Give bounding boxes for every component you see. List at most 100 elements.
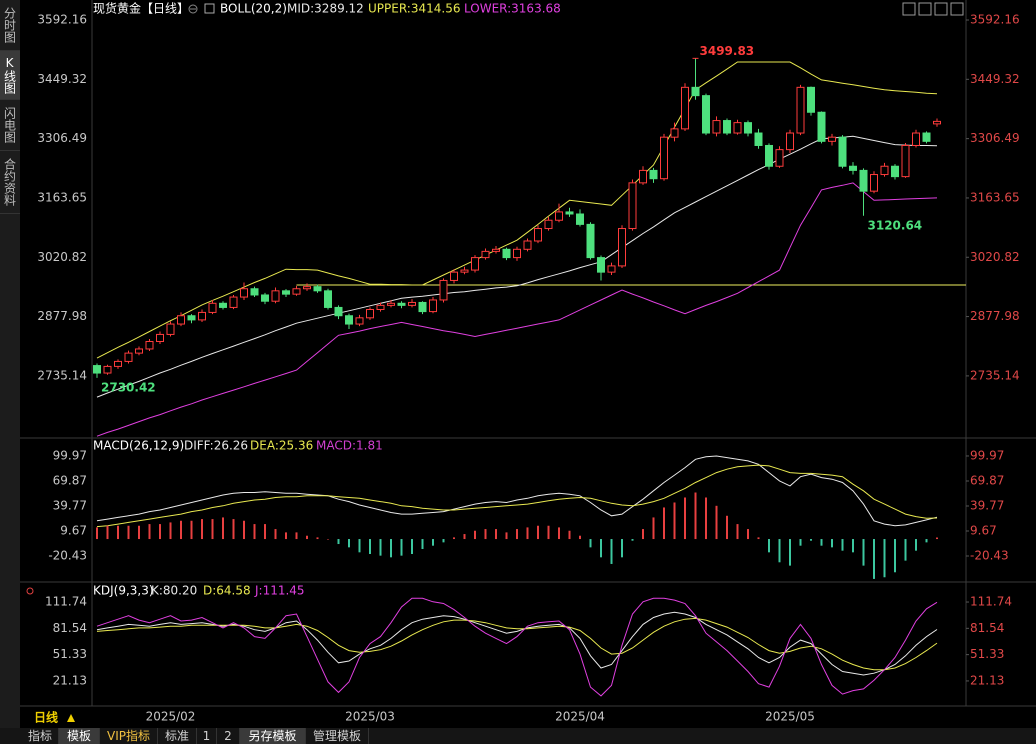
period-arrow[interactable]: [67, 714, 75, 722]
toolbar-button[interactable]: [918, 2, 932, 16]
candle-body: [313, 286, 322, 292]
legend-entry: DIFF:26.26: [184, 439, 248, 453]
candle-body: [681, 86, 689, 130]
histogram-bar: [810, 539, 812, 541]
histogram-bar: [453, 537, 455, 540]
sidebar-tab[interactable]: 合约资料: [0, 151, 20, 214]
series-line: [96, 182, 938, 437]
histogram-bar: [673, 502, 676, 540]
histogram-bar: [96, 527, 98, 540]
y-tick-label: 39.77: [53, 498, 87, 512]
tab[interactable]: 另存模板: [240, 728, 306, 744]
tab[interactable]: 模板: [59, 728, 100, 744]
candle-body: [198, 311, 206, 321]
histogram-bar: [904, 539, 907, 561]
candle-body: [786, 132, 794, 151]
tab[interactable]: 指标: [22, 728, 59, 744]
y-tick-label: 21.13: [53, 673, 87, 687]
y-tick-label: 9.67: [970, 524, 997, 538]
candle-body: [670, 128, 679, 138]
sidebar-tab[interactable]: K线图: [0, 51, 20, 100]
y-tick-label: 99.97: [970, 448, 1004, 462]
tab[interactable]: VIP指标: [100, 728, 158, 744]
histogram-bar: [852, 539, 854, 553]
histogram-bar: [201, 519, 203, 540]
candle-body: [240, 288, 248, 298]
candle-body: [838, 136, 847, 167]
candle-body: [765, 144, 773, 167]
toolbar-button[interactable]: [950, 2, 964, 16]
y-tick-label: 3163.65: [970, 190, 1020, 204]
y-tick-label: 3163.65: [37, 190, 87, 204]
y-tick-label: 39.77: [970, 498, 1004, 512]
y-tick-label: -20.43: [970, 549, 1009, 563]
histogram-bar: [442, 539, 445, 543]
candle-body: [271, 290, 280, 302]
candle-body: [754, 132, 763, 146]
histogram-bar: [264, 524, 266, 540]
collapse-icon[interactable]: [188, 4, 198, 14]
histogram-bar: [285, 532, 287, 540]
candle-body: [250, 288, 259, 296]
series-line: [96, 464, 938, 528]
toolbar-button[interactable]: [934, 2, 948, 16]
sidebar-tab[interactable]: 分时图: [0, 0, 20, 51]
candle-body: [292, 288, 301, 295]
sidebar-fill: [0, 214, 20, 728]
candle-body: [901, 144, 910, 178]
histogram-bar: [547, 525, 550, 540]
candle-body: [229, 296, 238, 308]
candle-body: [481, 250, 490, 259]
histogram-bar: [537, 525, 539, 540]
y-tick-label: 111.74: [45, 595, 87, 609]
candle-body: [922, 132, 931, 142]
histogram-bar: [862, 539, 865, 566]
candle-body: [702, 95, 710, 134]
panel-icon[interactable]: [26, 587, 34, 595]
candle-body: [208, 302, 217, 313]
legend-entry: DEA:25.36: [250, 439, 313, 453]
histogram-bar: [379, 539, 382, 556]
candle-body: [408, 301, 416, 306]
period-label[interactable]: 日线: [34, 710, 58, 725]
y-tick-label: 3020.82: [970, 250, 1020, 264]
tab[interactable]: 1: [197, 728, 217, 744]
sidebar-tab[interactable]: 闪电图: [0, 100, 20, 151]
histogram-bar: [127, 525, 130, 540]
candle-body: [418, 301, 427, 313]
histogram-bar: [495, 529, 497, 540]
histogram-bar: [894, 539, 896, 573]
tab[interactable]: 2: [217, 728, 240, 744]
histogram-bar: [138, 525, 140, 540]
histogram-bar: [579, 535, 581, 540]
candle-body: [639, 169, 647, 184]
histogram-bar: [400, 539, 403, 556]
histogram-bar: [757, 537, 760, 540]
histogram-bar: [390, 539, 392, 558]
x-tick-label: 2025/03: [345, 710, 395, 724]
candle-body: [376, 304, 385, 311]
histogram-bar: [925, 539, 928, 543]
y-tick-label: 2877.98: [970, 309, 1020, 323]
histogram-bar: [463, 534, 466, 540]
toolbar-button[interactable]: [902, 2, 916, 16]
candle-body: [387, 302, 395, 306]
histogram-bar: [306, 535, 308, 540]
histogram-bar: [568, 530, 571, 540]
tab[interactable]: 标准: [158, 728, 197, 744]
histogram-bar: [421, 539, 424, 550]
x-tick-label: 2025/02: [146, 710, 196, 724]
histogram-bar: [295, 532, 298, 540]
settings-icon[interactable]: [204, 3, 215, 14]
legend-entry: K:80.20: [151, 584, 197, 598]
histogram-bar: [369, 539, 371, 554]
candle-body: [649, 169, 658, 180]
histogram-bar: [915, 539, 917, 551]
tab[interactable]: 管理模板: [306, 728, 369, 744]
candle-body: [355, 317, 364, 325]
candle-body: [156, 333, 164, 342]
candle-body: [114, 360, 122, 367]
candle-body: [103, 365, 112, 374]
candle-body: [618, 228, 626, 267]
